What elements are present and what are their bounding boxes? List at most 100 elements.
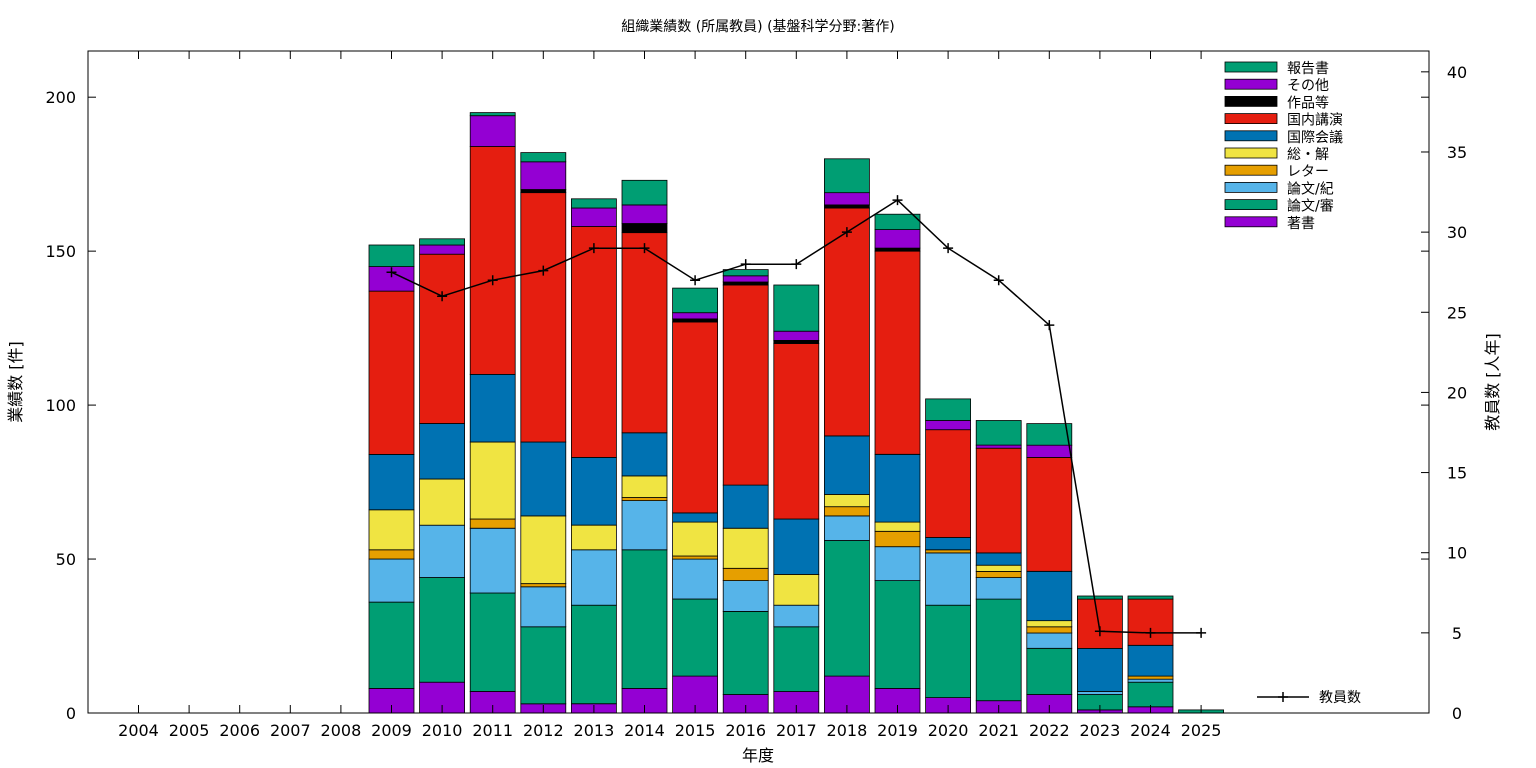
- bar-segment-2020-s8: [925, 420, 971, 431]
- line-point-2019: [892, 195, 903, 206]
- legend-line-marker: [1278, 692, 1288, 702]
- x-tick-label-2015: 2015: [675, 721, 716, 740]
- x-tick-label-2004: 2004: [118, 721, 159, 740]
- line-point-2020: [943, 243, 954, 254]
- bar-segment-2015-s2: [672, 558, 718, 600]
- bar-segment-2021-s2: [975, 577, 1022, 600]
- legend-swatch-6: [1224, 164, 1278, 176]
- bar-segment-2011-s3: [469, 518, 516, 529]
- line-point-2014: [639, 243, 650, 254]
- line-point-2024: [1145, 627, 1156, 638]
- bar-segment-2021-s4: [975, 564, 1022, 572]
- x-tick-label-2019: 2019: [877, 721, 918, 740]
- bar-segment-2021-s9: [975, 420, 1022, 446]
- bar-segment-2009-s3: [368, 549, 415, 560]
- bar-segment-2011-s5: [469, 373, 516, 443]
- bars-layer: [368, 112, 1224, 714]
- bar-segment-2023-s5: [1077, 647, 1123, 692]
- bar-segment-2010-s6: [419, 253, 466, 424]
- bar-segment-2010-s1: [419, 577, 466, 683]
- bar-segment-2013-s1: [571, 604, 617, 705]
- legend-label-4: 国際会議: [1287, 129, 1343, 146]
- bar-segment-2012-s5: [520, 441, 567, 517]
- bar-segment-2015-s4: [672, 521, 718, 557]
- bar-segment-2021-s3: [975, 571, 1022, 579]
- bar-segment-2017-s7: [773, 339, 820, 344]
- legend-label-7: 論文/紀: [1287, 181, 1334, 197]
- legend-swatch-8: [1224, 199, 1278, 211]
- bar-segment-2019-s1: [874, 580, 921, 689]
- bar-segment-2016-s8: [722, 275, 769, 283]
- bar-segment-2017-s6: [773, 343, 820, 520]
- bar-segment-2019-s3: [874, 530, 921, 548]
- line-point-2023: [1094, 626, 1105, 637]
- bar-segment-2009-s4: [368, 509, 415, 551]
- bar-segment-2012-s4: [520, 515, 567, 585]
- y2-tick-label-30: 30: [1447, 223, 1467, 242]
- bar-segment-2021-s6: [975, 447, 1022, 554]
- y-tick-label-50: 50: [56, 550, 76, 569]
- line-point-2018: [841, 227, 852, 238]
- bar-segment-2018-s5: [824, 435, 870, 495]
- line-point-2011: [487, 275, 498, 286]
- bar-segment-2017-s9: [773, 284, 820, 332]
- x-tick-label-2020: 2020: [928, 721, 969, 740]
- bar-segment-2011-s1: [469, 592, 516, 692]
- bar-segment-2019-s7: [874, 247, 921, 252]
- bar-segment-2018-s1: [824, 540, 870, 677]
- bar-segment-2016-s1: [722, 611, 769, 695]
- y2-tick-label-5: 5: [1452, 624, 1462, 643]
- bar-segment-2015-s7: [672, 318, 718, 323]
- bar-segment-2010-s5: [419, 423, 466, 480]
- x-tick-label-2009: 2009: [371, 721, 412, 740]
- bar-segment-2023-s9: [1077, 595, 1123, 600]
- bar-segment-2019-s8: [874, 229, 921, 249]
- y2-tick-label-15: 15: [1447, 464, 1467, 483]
- bar-segment-2015-s8: [672, 312, 718, 320]
- bar-segment-2017-s8: [773, 330, 820, 341]
- bar-segment-2015-s5: [672, 512, 718, 523]
- legend-swatch-7: [1224, 181, 1278, 193]
- bar-segment-2014-s6: [621, 232, 668, 434]
- x-tick-label-2023: 2023: [1080, 721, 1121, 740]
- x-tick-label-2014: 2014: [624, 721, 665, 740]
- y-axis-label: 業績数 [件]: [6, 341, 25, 423]
- x-tick-label-2005: 2005: [169, 721, 210, 740]
- bar-segment-2019-s2: [874, 546, 921, 582]
- x-tick-label-2007: 2007: [270, 721, 311, 740]
- bar-segment-2015-s1: [672, 598, 718, 677]
- legend-swatch-0: [1224, 61, 1278, 73]
- y2-tick-label-35: 35: [1447, 143, 1467, 162]
- legend-label-1: その他: [1287, 78, 1329, 94]
- bar-segment-2022-s9: [1026, 423, 1073, 446]
- legend-label-8: 論文/審: [1287, 199, 1334, 215]
- bar-segment-2010-s8: [419, 244, 466, 255]
- line-point-2012: [538, 265, 549, 276]
- bar-segment-2024-s3: [1127, 675, 1174, 680]
- legend-swatch-1: [1224, 78, 1278, 90]
- bar-segment-2009-s9: [368, 244, 415, 268]
- y2-tick-label-20: 20: [1447, 383, 1467, 402]
- x-tick-label-2024: 2024: [1130, 721, 1171, 740]
- y2-tick-label-25: 25: [1447, 303, 1467, 322]
- y2-axis-label: 教員数 [人年]: [1483, 333, 1502, 431]
- x-tick-label-2018: 2018: [827, 721, 868, 740]
- bar-segment-2014-s2: [621, 500, 668, 551]
- legend-swatch-4: [1224, 130, 1278, 142]
- bar-segment-2014-s4: [621, 475, 668, 498]
- x-tick-label-2025: 2025: [1181, 721, 1222, 740]
- bar-segment-2021-s5: [975, 552, 1022, 566]
- bar-segment-2016-s9: [722, 269, 769, 277]
- bar-segment-2015-s9: [672, 287, 718, 314]
- bar-segment-2013-s4: [571, 524, 617, 551]
- bar-segment-2024-s1: [1127, 681, 1174, 708]
- bar-segment-2024-s6: [1127, 598, 1174, 646]
- bar-segment-2012-s1: [520, 626, 567, 705]
- y-tick-label-150: 150: [45, 242, 76, 261]
- bar-segment-2020-s1: [925, 604, 971, 699]
- legend-swatch-9: [1224, 216, 1278, 228]
- legend-label-3: 国内講演: [1287, 113, 1343, 129]
- legend-swatch-5: [1224, 147, 1278, 159]
